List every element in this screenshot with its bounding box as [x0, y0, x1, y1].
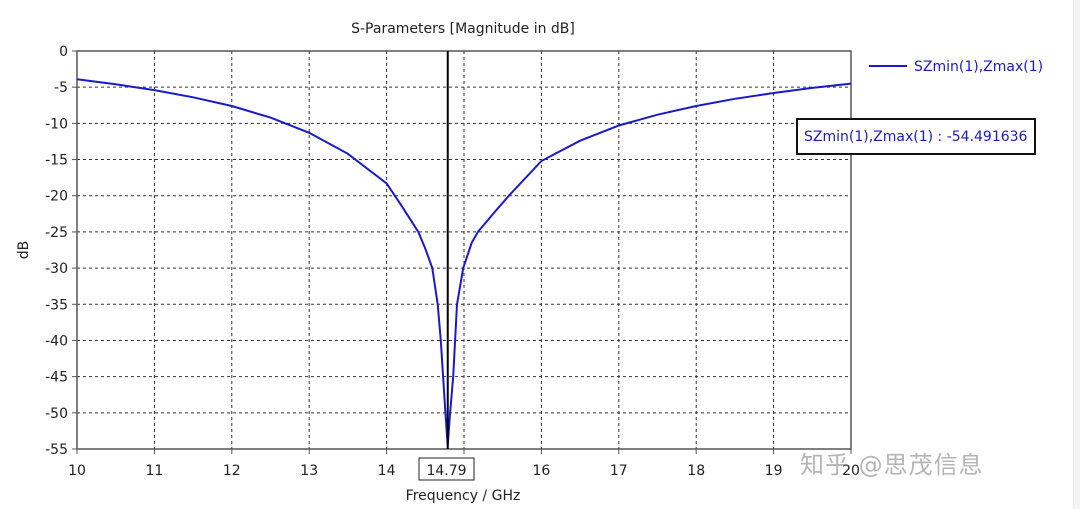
marker-x-label[interactable]: 14.79 [418, 457, 475, 481]
y-tick-label: -20 [45, 189, 68, 205]
chart-title: S-Parameters [Magnitude in dB] [351, 21, 575, 37]
x-axis-label: Frequency / GHz [406, 488, 521, 504]
window-edge [1073, 0, 1080, 509]
svg-text:14.79: 14.79 [426, 463, 466, 479]
y-tick-label: -50 [45, 406, 68, 422]
x-tick-label: 16 [532, 463, 550, 479]
x-tick-label: 13 [300, 463, 318, 479]
y-tick-label: -45 [45, 370, 68, 386]
legend-label: SZmin(1),Zmax(1) [914, 59, 1043, 75]
y-tick-label: 0 [59, 44, 68, 60]
y-tick-label: -35 [45, 297, 68, 313]
x-tick-label: 20 [842, 463, 860, 479]
y-tick-label: -25 [45, 225, 68, 241]
marker-readout-box[interactable]: SZmin(1),Zmax(1) : -54.491636 [796, 118, 1036, 155]
y-axis-ticks: 0 -5 -10 -15 -20 -25 -30 -35 -40 -45 -50 -55 [45, 44, 77, 458]
x-tick-label: 14 [378, 463, 396, 479]
y-tick-label: -55 [45, 442, 68, 458]
x-tick-label: 12 [223, 463, 241, 479]
y-axis-label: dB [16, 241, 32, 260]
x-tick-label: 18 [687, 463, 705, 479]
x-tick-label: 11 [145, 463, 163, 479]
y-tick-label: -30 [45, 261, 68, 277]
grid-lines [77, 51, 851, 449]
y-tick-label: -5 [54, 80, 68, 96]
legend[interactable]: SZmin(1),Zmax(1) [869, 59, 1043, 75]
y-tick-label: -10 [45, 116, 68, 132]
x-tick-label: 10 [68, 463, 86, 479]
marker-readout-text: SZmin(1),Zmax(1) : -54.491636 [804, 129, 1028, 145]
x-tick-label: 19 [765, 463, 783, 479]
watermark: 知乎 @思茂信息 [800, 451, 984, 479]
x-tick-label: 17 [610, 463, 628, 479]
y-tick-label: -40 [45, 333, 68, 349]
x-axis-ticks: 10 11 12 13 14 16 17 18 19 20 [68, 449, 860, 479]
y-tick-label: -15 [45, 153, 68, 169]
